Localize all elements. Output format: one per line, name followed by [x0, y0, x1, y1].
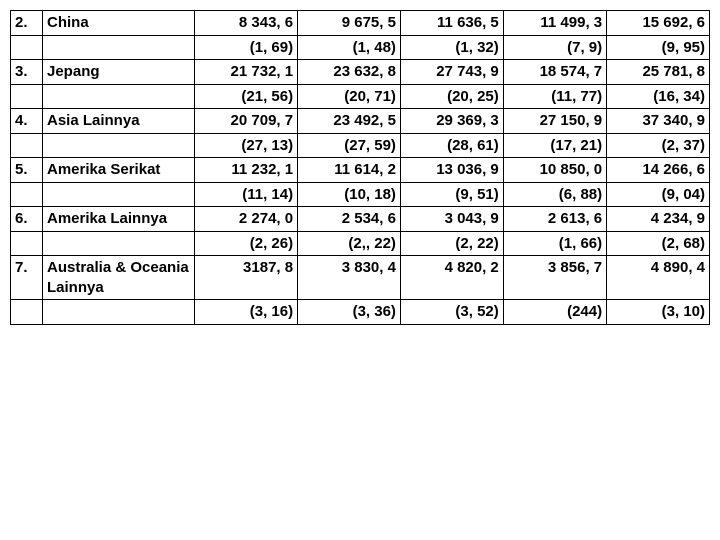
- data-table: 2.China8 343, 69 675, 511 636, 511 499, …: [10, 10, 710, 325]
- cell-value: 27 743, 9: [400, 60, 503, 85]
- row-index: 2.: [11, 11, 43, 36]
- cell-value: 25 781, 8: [607, 60, 710, 85]
- cell-value: (244): [503, 300, 606, 325]
- table-row: 7.Australia & Oceania Lainnya3187, 83 83…: [11, 256, 710, 300]
- row-name: [43, 231, 195, 256]
- cell-value: (9, 95): [607, 35, 710, 60]
- row-index: [11, 300, 43, 325]
- cell-value: (27, 59): [298, 133, 401, 158]
- cell-value: 13 036, 9: [400, 158, 503, 183]
- cell-value: 11 614, 2: [298, 158, 401, 183]
- cell-value: (1, 69): [194, 35, 298, 60]
- cell-value: (11, 14): [194, 182, 298, 207]
- cell-value: (9, 51): [400, 182, 503, 207]
- cell-value: (6, 88): [503, 182, 606, 207]
- cell-value: 21 732, 1: [194, 60, 298, 85]
- table-row: 6.Amerika Lainnya2 274, 02 534, 63 043, …: [11, 207, 710, 232]
- cell-value: (10, 18): [298, 182, 401, 207]
- cell-value: 11 232, 1: [194, 158, 298, 183]
- cell-value: 3 856, 7: [503, 256, 606, 300]
- row-index: 4.: [11, 109, 43, 134]
- row-name: [43, 300, 195, 325]
- row-name: [43, 182, 195, 207]
- row-index: 5.: [11, 158, 43, 183]
- cell-value: (11, 77): [503, 84, 606, 109]
- row-index: [11, 84, 43, 109]
- row-index: [11, 182, 43, 207]
- cell-value: 20 709, 7: [194, 109, 298, 134]
- cell-value: (3, 10): [607, 300, 710, 325]
- table-row: (3, 16)(3, 36)(3, 52)(244)(3, 10): [11, 300, 710, 325]
- cell-value: (9, 04): [607, 182, 710, 207]
- row-index: 7.: [11, 256, 43, 300]
- row-name: Asia Lainnya: [43, 109, 195, 134]
- cell-value: (16, 34): [607, 84, 710, 109]
- cell-value: 18 574, 7: [503, 60, 606, 85]
- cell-value: 3187, 8: [194, 256, 298, 300]
- cell-value: (1, 32): [400, 35, 503, 60]
- table-row: (1, 69)(1, 48)(1, 32)(7, 9)(9, 95): [11, 35, 710, 60]
- cell-value: 4 234, 9: [607, 207, 710, 232]
- row-name: Australia & Oceania Lainnya: [43, 256, 195, 300]
- row-name: Amerika Serikat: [43, 158, 195, 183]
- row-name: [43, 35, 195, 60]
- cell-value: 2 274, 0: [194, 207, 298, 232]
- cell-value: 3 830, 4: [298, 256, 401, 300]
- cell-value: (27, 13): [194, 133, 298, 158]
- cell-value: (2, 22): [400, 231, 503, 256]
- table-row: (21, 56)(20, 71)(20, 25)(11, 77)(16, 34): [11, 84, 710, 109]
- row-index: [11, 133, 43, 158]
- row-index: 3.: [11, 60, 43, 85]
- cell-value: 4 820, 2: [400, 256, 503, 300]
- cell-value: (3, 52): [400, 300, 503, 325]
- cell-value: (3, 36): [298, 300, 401, 325]
- cell-value: (1, 66): [503, 231, 606, 256]
- cell-value: 23 492, 5: [298, 109, 401, 134]
- cell-value: 37 340, 9: [607, 109, 710, 134]
- cell-value: 10 850, 0: [503, 158, 606, 183]
- cell-value: 11 636, 5: [400, 11, 503, 36]
- cell-value: 2 613, 6: [503, 207, 606, 232]
- row-name: [43, 84, 195, 109]
- cell-value: (2, 37): [607, 133, 710, 158]
- cell-value: 15 692, 6: [607, 11, 710, 36]
- table-row: 3.Jepang21 732, 123 632, 827 743, 918 57…: [11, 60, 710, 85]
- cell-value: (2, 68): [607, 231, 710, 256]
- row-name: Jepang: [43, 60, 195, 85]
- cell-value: (20, 71): [298, 84, 401, 109]
- cell-value: (17, 21): [503, 133, 606, 158]
- cell-value: 9 675, 5: [298, 11, 401, 36]
- cell-value: (21, 56): [194, 84, 298, 109]
- table-row: 5.Amerika Serikat11 232, 111 614, 213 03…: [11, 158, 710, 183]
- table-row: (27, 13)(27, 59)(28, 61)(17, 21)(2, 37): [11, 133, 710, 158]
- row-name: Amerika Lainnya: [43, 207, 195, 232]
- cell-value: 29 369, 3: [400, 109, 503, 134]
- cell-value: 11 499, 3: [503, 11, 606, 36]
- row-index: [11, 35, 43, 60]
- row-name: China: [43, 11, 195, 36]
- cell-value: (1, 48): [298, 35, 401, 60]
- cell-value: 4 890, 4: [607, 256, 710, 300]
- row-index: 6.: [11, 207, 43, 232]
- cell-value: 27 150, 9: [503, 109, 606, 134]
- table-row: (11, 14)(10, 18)(9, 51)(6, 88)(9, 04): [11, 182, 710, 207]
- row-index: [11, 231, 43, 256]
- cell-value: 3 043, 9: [400, 207, 503, 232]
- cell-value: 14 266, 6: [607, 158, 710, 183]
- cell-value: 23 632, 8: [298, 60, 401, 85]
- cell-value: (2,, 22): [298, 231, 401, 256]
- cell-value: (28, 61): [400, 133, 503, 158]
- table-row: 4.Asia Lainnya20 709, 723 492, 529 369, …: [11, 109, 710, 134]
- cell-value: 8 343, 6: [194, 11, 298, 36]
- cell-value: (7, 9): [503, 35, 606, 60]
- row-name: [43, 133, 195, 158]
- cell-value: (20, 25): [400, 84, 503, 109]
- cell-value: 2 534, 6: [298, 207, 401, 232]
- cell-value: (3, 16): [194, 300, 298, 325]
- table-row: (2, 26)(2,, 22)(2, 22)(1, 66)(2, 68): [11, 231, 710, 256]
- table-row: 2.China8 343, 69 675, 511 636, 511 499, …: [11, 11, 710, 36]
- cell-value: (2, 26): [194, 231, 298, 256]
